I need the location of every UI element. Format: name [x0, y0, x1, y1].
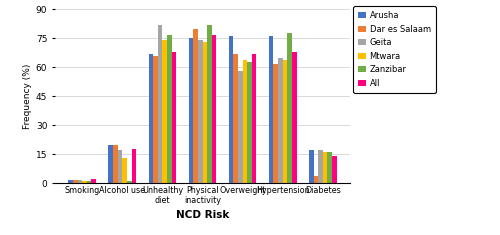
Bar [153, 56, 158, 183]
Bar [148, 54, 153, 183]
Bar [309, 150, 314, 183]
Bar [242, 60, 247, 183]
Bar [73, 180, 78, 183]
Bar [238, 71, 242, 183]
Legend: Arusha, Dar es Salaam, Geita, Mtwara, Zanzibar, All: Arusha, Dar es Salaam, Geita, Mtwara, Za… [353, 6, 436, 93]
Bar [127, 181, 132, 183]
Bar [247, 62, 252, 183]
X-axis label: NCD Risk: NCD Risk [176, 210, 229, 220]
Bar [314, 176, 318, 183]
Bar [87, 181, 92, 183]
Bar [252, 54, 256, 183]
Bar [212, 35, 216, 183]
Bar [229, 36, 234, 183]
Bar [68, 180, 73, 183]
Bar [108, 145, 113, 183]
Bar [278, 58, 282, 183]
Bar [162, 40, 167, 183]
Bar [282, 60, 288, 183]
Bar [274, 63, 278, 183]
Bar [113, 145, 117, 183]
Bar [132, 149, 136, 183]
Bar [122, 158, 127, 183]
Bar [332, 156, 336, 183]
Bar [323, 152, 328, 183]
Bar [188, 38, 194, 183]
Bar [292, 52, 296, 183]
Bar [202, 42, 207, 183]
Y-axis label: Frequency (%): Frequency (%) [22, 64, 32, 129]
Bar [92, 180, 96, 183]
Bar [82, 181, 87, 183]
Bar [158, 25, 162, 183]
Bar [207, 25, 212, 183]
Bar [194, 29, 198, 183]
Bar [198, 40, 202, 183]
Bar [288, 33, 292, 183]
Bar [318, 150, 323, 183]
Bar [78, 180, 82, 183]
Bar [234, 54, 238, 183]
Bar [118, 150, 122, 183]
Bar [167, 35, 172, 183]
Bar [269, 36, 274, 183]
Bar [328, 152, 332, 183]
Bar [172, 52, 176, 183]
